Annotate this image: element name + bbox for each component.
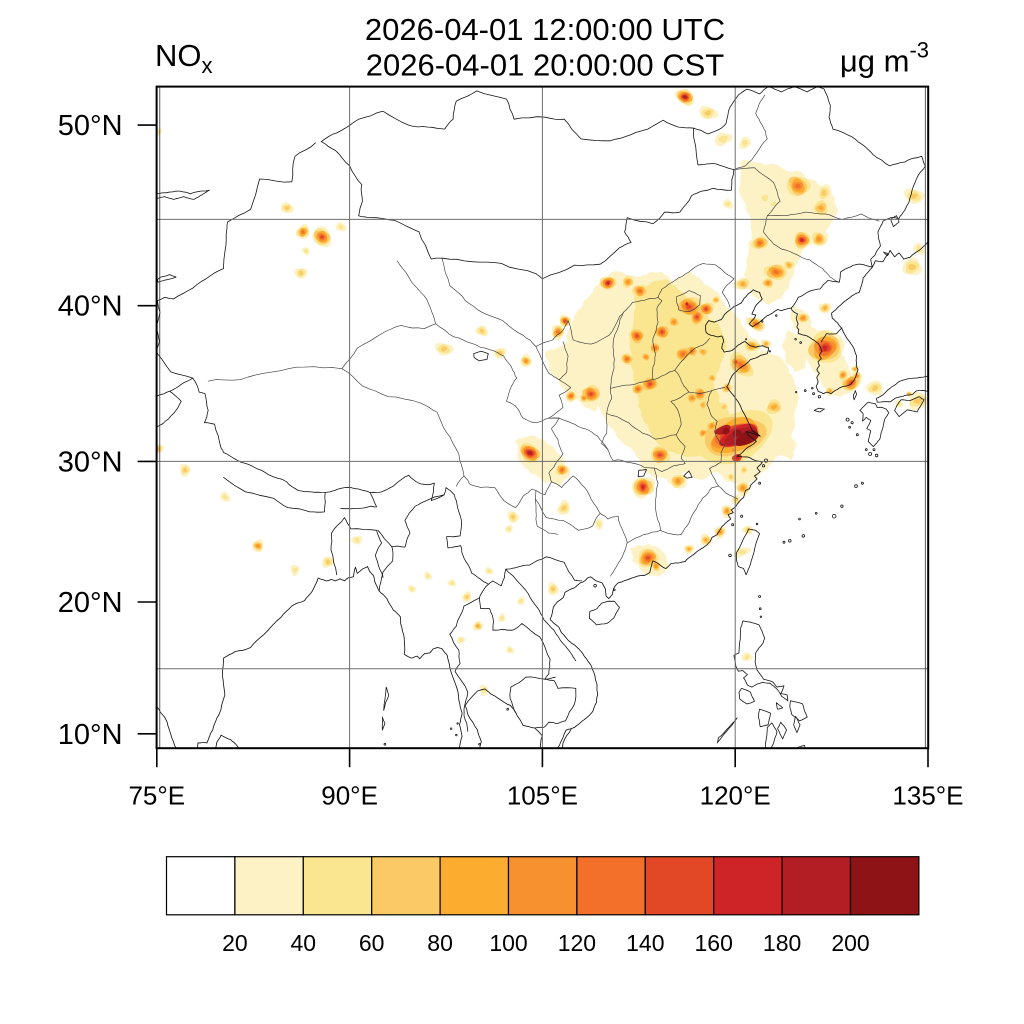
svg-text:2026-04-01 12:00:00 UTC: 2026-04-01 12:00:00 UTC — [365, 12, 725, 47]
svg-text:80: 80 — [427, 930, 453, 956]
svg-text:100: 100 — [489, 930, 527, 956]
svg-text:2026-04-01 20:00:00 CST: 2026-04-01 20:00:00 CST — [366, 48, 725, 83]
svg-text:120: 120 — [558, 930, 596, 956]
svg-text:105°E: 105°E — [507, 781, 578, 811]
svg-text:50°N: 50°N — [58, 110, 123, 142]
svg-text:160: 160 — [695, 930, 733, 956]
svg-text:75°E: 75°E — [128, 781, 185, 811]
svg-text:40°N: 40°N — [58, 291, 123, 323]
svg-text:30°N: 30°N — [58, 446, 123, 478]
svg-text:135°E: 135°E — [892, 781, 963, 811]
svg-text:60: 60 — [359, 930, 385, 956]
svg-text:20: 20 — [222, 930, 248, 956]
svg-text:200: 200 — [831, 930, 869, 956]
svg-text:140: 140 — [626, 930, 664, 956]
svg-text:40: 40 — [291, 930, 317, 956]
svg-text:10°N: 10°N — [58, 719, 123, 751]
svg-text:20°N: 20°N — [58, 587, 123, 619]
svg-text:180: 180 — [763, 930, 801, 956]
svg-text:90°E: 90°E — [321, 781, 378, 811]
svg-text:120°E: 120°E — [700, 781, 771, 811]
